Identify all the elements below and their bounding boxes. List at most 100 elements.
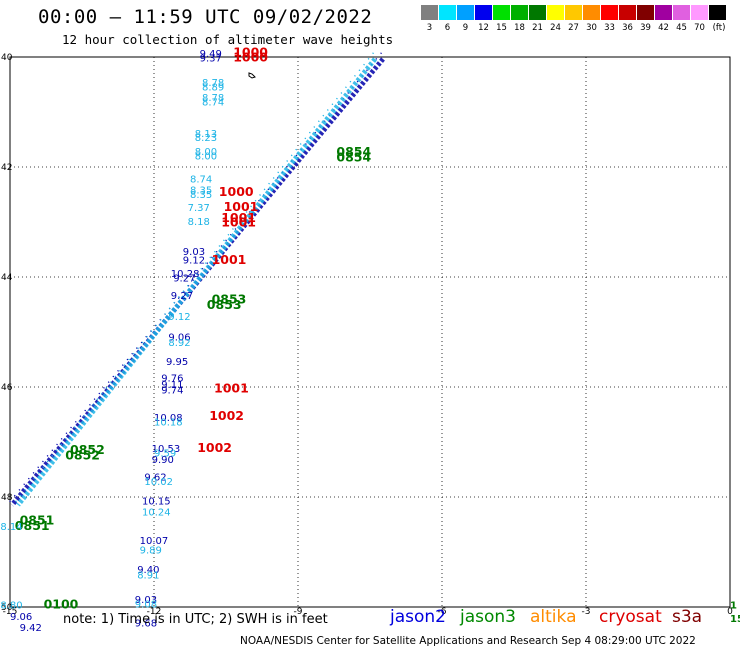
track-mark: · bbox=[272, 173, 284, 184]
wave-height-value: 9.42 bbox=[20, 623, 42, 634]
track-mark: · bbox=[114, 366, 126, 377]
track-mark: · bbox=[28, 473, 40, 484]
track-mark: · bbox=[197, 264, 209, 275]
time-label: 0852 bbox=[65, 448, 100, 463]
legend-swatch bbox=[529, 5, 546, 20]
axis-ticks: -15 -12 -9 -6 -3 0 40 42 44 46 48 50 bbox=[1, 53, 733, 617]
track-mark: · bbox=[345, 76, 357, 87]
legend-unit: (ft) bbox=[712, 23, 726, 33]
wave-height-value: 10.15 bbox=[142, 497, 171, 508]
legend-label: 70 bbox=[694, 23, 705, 33]
track-mark: · bbox=[213, 241, 225, 252]
legend-swatch bbox=[511, 5, 528, 20]
track-mark: · bbox=[51, 445, 63, 456]
track-mark: · bbox=[96, 388, 108, 399]
legend-swatch bbox=[691, 5, 708, 20]
y-tick-label: 50 bbox=[1, 603, 13, 613]
track-mark: · bbox=[33, 468, 45, 479]
track-mark: · bbox=[291, 150, 303, 161]
track-mark: · bbox=[295, 139, 307, 150]
track-mark: · bbox=[42, 451, 54, 462]
wave-height-value: 10.18 bbox=[154, 418, 183, 429]
wave-height-value: 8.35 bbox=[190, 190, 212, 201]
track-mark: · bbox=[290, 144, 302, 155]
track-mark: · bbox=[79, 405, 91, 416]
track-mark: · bbox=[84, 400, 96, 411]
track-mark: · bbox=[227, 224, 239, 235]
track-mark: · bbox=[200, 258, 212, 269]
track-mark: · bbox=[173, 292, 185, 303]
wave-height-value: 8.23 bbox=[195, 133, 217, 144]
wave-height-value: 8.00 bbox=[195, 147, 217, 158]
track-mark: · bbox=[206, 252, 218, 263]
wave-height-value: 8.35 bbox=[190, 185, 212, 196]
track-mark: · bbox=[105, 377, 117, 388]
wave-height-value: 8.78 bbox=[202, 78, 224, 89]
track-mark: · bbox=[89, 394, 101, 405]
wave-height-value: 10.53 bbox=[152, 444, 181, 455]
track-mark: · bbox=[363, 54, 375, 65]
legend-label: 45 bbox=[676, 23, 687, 33]
time-label: 0854 bbox=[336, 150, 371, 165]
track-mark: · bbox=[98, 383, 110, 394]
time-label: 0100 bbox=[44, 597, 79, 612]
track-mark: · bbox=[230, 224, 242, 235]
track-mark: · bbox=[354, 65, 366, 76]
track-mark: · bbox=[55, 439, 67, 450]
track-mark: · bbox=[187, 275, 199, 286]
track-mark: · bbox=[37, 456, 49, 467]
wave-height-value: 9.37 bbox=[200, 53, 222, 64]
track-mark: · bbox=[375, 48, 387, 59]
track-mark: · bbox=[209, 247, 221, 258]
track-mark: · bbox=[263, 179, 275, 190]
track-mark: · bbox=[250, 196, 262, 207]
legend-label: 42 bbox=[658, 23, 669, 33]
wave-height-value: 9.76 bbox=[161, 374, 183, 385]
time-label: 1001 bbox=[224, 199, 259, 214]
track-mark: · bbox=[281, 162, 293, 173]
track-mark: · bbox=[236, 213, 248, 224]
track-mark: · bbox=[131, 343, 143, 354]
wave-height-value: 8.89 bbox=[202, 83, 224, 94]
track-mark: · bbox=[286, 150, 298, 161]
track-mark: · bbox=[262, 184, 274, 195]
track-mark: · bbox=[32, 462, 44, 473]
wave-height-value: 9.68 bbox=[135, 618, 157, 629]
wave-height-value: 8.92 bbox=[168, 338, 190, 349]
legend-swatch bbox=[673, 5, 690, 20]
track-mark: · bbox=[146, 326, 158, 337]
track-mark: · bbox=[370, 54, 382, 65]
track-mark: · bbox=[178, 286, 190, 297]
track-mark: · bbox=[119, 360, 131, 371]
track-mark: · bbox=[259, 184, 271, 195]
wave-height-value: 10.08 bbox=[154, 413, 183, 424]
land-outline bbox=[248, 72, 256, 79]
track-mark: · bbox=[140, 332, 152, 343]
time-label: 0851 bbox=[15, 518, 50, 533]
legend-swatch bbox=[565, 5, 582, 20]
track-mark: · bbox=[215, 241, 227, 252]
track-mark: · bbox=[191, 269, 203, 280]
legend-swatch bbox=[457, 5, 474, 20]
time-label: 1000 bbox=[233, 49, 268, 64]
track-mark: · bbox=[14, 485, 26, 496]
track-mark: · bbox=[277, 162, 289, 173]
track-mark: · bbox=[223, 230, 235, 241]
track-mark: · bbox=[177, 286, 189, 297]
time-label: 0852 bbox=[70, 442, 105, 457]
track-mark: · bbox=[150, 320, 162, 331]
track-line bbox=[16, 57, 377, 507]
wave-height-value: 9.59 bbox=[154, 448, 176, 459]
wave-height-value: 9.06 bbox=[168, 332, 190, 343]
track-mark: · bbox=[122, 354, 134, 365]
time-label: 1001 bbox=[212, 252, 247, 267]
track-mark: · bbox=[245, 201, 257, 212]
track-mark: · bbox=[37, 462, 49, 473]
track-mark: · bbox=[201, 258, 213, 269]
track-mark: · bbox=[82, 405, 94, 416]
track-mark: · bbox=[159, 309, 171, 320]
track-mark: · bbox=[183, 281, 195, 292]
wave-height-value: 9.03 bbox=[183, 247, 205, 258]
track-mark: · bbox=[304, 127, 316, 138]
